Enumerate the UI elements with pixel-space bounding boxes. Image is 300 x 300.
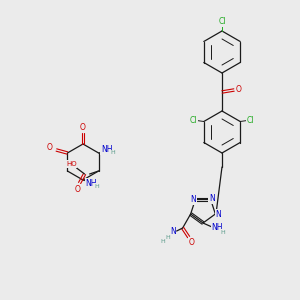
Text: Cl: Cl <box>190 116 198 125</box>
Text: NH: NH <box>101 146 112 154</box>
Text: H: H <box>110 151 115 155</box>
Text: HO: HO <box>66 161 77 167</box>
Text: O: O <box>46 143 52 152</box>
Text: Cl: Cl <box>246 116 254 125</box>
Text: N: N <box>209 194 214 203</box>
Text: H: H <box>220 230 225 235</box>
Text: N: N <box>215 209 221 218</box>
Text: O: O <box>236 85 242 94</box>
Text: Cl: Cl <box>218 17 226 26</box>
Text: O: O <box>75 184 80 194</box>
Text: O: O <box>80 124 86 133</box>
Text: H: H <box>160 238 165 244</box>
Text: O: O <box>189 238 195 247</box>
Text: NH: NH <box>85 178 97 188</box>
Text: N: N <box>190 195 196 204</box>
Text: H: H <box>94 184 99 188</box>
Text: NH: NH <box>211 223 223 232</box>
Text: N: N <box>170 226 176 236</box>
Text: H: H <box>165 235 170 239</box>
